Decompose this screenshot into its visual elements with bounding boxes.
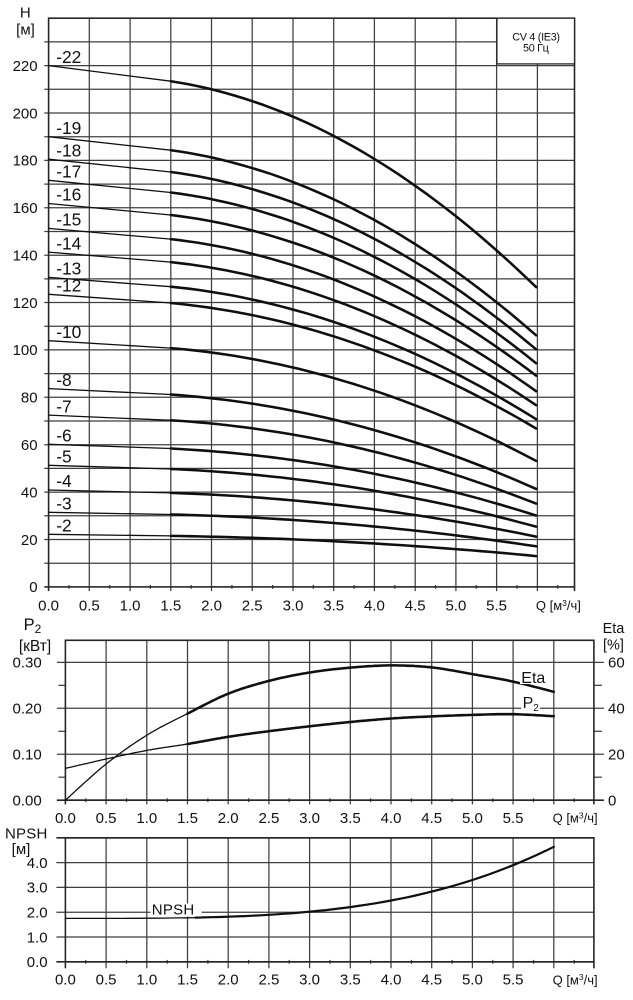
svg-text:180: 180 <box>13 153 38 170</box>
svg-text:3.0: 3.0 <box>27 880 48 897</box>
svg-text:220: 220 <box>13 58 38 75</box>
svg-text:-2: -2 <box>56 516 71 536</box>
svg-text:0.5: 0.5 <box>79 597 100 614</box>
svg-text:2.5: 2.5 <box>258 810 279 827</box>
svg-text:2.0: 2.0 <box>218 810 239 827</box>
svg-text:120: 120 <box>13 295 38 312</box>
svg-text:0.5: 0.5 <box>96 810 117 827</box>
svg-text:160: 160 <box>13 200 38 217</box>
svg-text:-13: -13 <box>56 259 81 279</box>
svg-text:1.0: 1.0 <box>136 810 157 827</box>
svg-text:-10: -10 <box>56 322 81 342</box>
svg-text:0.5: 0.5 <box>96 972 117 989</box>
svg-text:Q [м3/ч]: Q [м3/ч] <box>536 598 581 613</box>
svg-text:3.0: 3.0 <box>299 810 320 827</box>
svg-text:-17: -17 <box>56 162 81 182</box>
svg-text:5.0: 5.0 <box>462 972 483 989</box>
svg-text:-19: -19 <box>56 118 81 138</box>
svg-text:NPSH: NPSH <box>5 826 47 843</box>
svg-text:1.0: 1.0 <box>136 972 157 989</box>
svg-text:3.5: 3.5 <box>323 597 344 614</box>
svg-text:1.5: 1.5 <box>177 810 198 827</box>
svg-text:0: 0 <box>29 579 37 596</box>
svg-text:NPSH: NPSH <box>152 901 195 918</box>
svg-text:2.0: 2.0 <box>27 905 48 922</box>
svg-text:1.5: 1.5 <box>177 972 198 989</box>
svg-text:Eta: Eta <box>603 621 626 637</box>
svg-text:4.0: 4.0 <box>27 855 48 872</box>
svg-text:[м]: [м] <box>16 22 35 39</box>
svg-text:0.10: 0.10 <box>12 747 41 764</box>
svg-text:1.0: 1.0 <box>27 929 48 946</box>
svg-text:[кВт]: [кВт] <box>19 638 51 655</box>
svg-text:-6: -6 <box>56 426 71 446</box>
svg-text:40: 40 <box>608 701 625 718</box>
svg-text:0.0: 0.0 <box>27 954 48 971</box>
svg-text:4.0: 4.0 <box>381 810 402 827</box>
svg-text:H: H <box>20 5 31 22</box>
svg-text:100: 100 <box>13 342 38 359</box>
svg-text:-18: -18 <box>56 140 81 160</box>
svg-text:60: 60 <box>608 655 625 672</box>
svg-text:[%]: [%] <box>603 638 624 654</box>
svg-text:[м]: [м] <box>12 841 31 858</box>
svg-text:3.0: 3.0 <box>299 972 320 989</box>
svg-text:3.5: 3.5 <box>340 972 361 989</box>
svg-text:-3: -3 <box>56 494 71 514</box>
svg-text:0.0: 0.0 <box>38 597 59 614</box>
svg-text:5.0: 5.0 <box>462 810 483 827</box>
svg-text:Eta: Eta <box>521 670 545 687</box>
svg-text:-14: -14 <box>56 233 81 253</box>
svg-text:2.0: 2.0 <box>201 597 222 614</box>
svg-text:-22: -22 <box>56 47 81 67</box>
svg-text:60: 60 <box>21 437 38 454</box>
svg-text:200: 200 <box>13 105 38 122</box>
svg-text:4.5: 4.5 <box>405 597 426 614</box>
svg-text:1.5: 1.5 <box>160 597 181 614</box>
svg-text:2.0: 2.0 <box>218 972 239 989</box>
svg-text:20: 20 <box>608 747 625 764</box>
svg-text:CV 4 (IE3): CV 4 (IE3) <box>512 32 559 44</box>
svg-text:0: 0 <box>608 793 616 810</box>
svg-text:80: 80 <box>21 390 38 407</box>
svg-text:4.0: 4.0 <box>364 597 385 614</box>
svg-text:Q [м3/ч]: Q [м3/ч] <box>553 810 598 825</box>
svg-text:0.30: 0.30 <box>12 655 41 672</box>
svg-text:4.5: 4.5 <box>421 972 442 989</box>
svg-text:-5: -5 <box>56 447 71 467</box>
svg-text:Q [м3/ч]: Q [м3/ч] <box>553 972 598 987</box>
svg-text:5.5: 5.5 <box>503 810 524 827</box>
svg-text:4.5: 4.5 <box>421 810 442 827</box>
svg-text:20: 20 <box>21 532 38 549</box>
svg-text:-12: -12 <box>56 276 81 296</box>
svg-text:50 Гц: 50 Гц <box>523 43 549 55</box>
svg-text:5.0: 5.0 <box>445 597 466 614</box>
svg-text:0.00: 0.00 <box>12 793 41 810</box>
svg-text:2.5: 2.5 <box>258 972 279 989</box>
svg-text:-4: -4 <box>56 471 72 491</box>
svg-text:4.0: 4.0 <box>381 972 402 989</box>
svg-text:40: 40 <box>21 484 38 501</box>
svg-text:5.5: 5.5 <box>486 597 507 614</box>
svg-text:2.5: 2.5 <box>242 597 263 614</box>
svg-text:140: 140 <box>13 248 38 265</box>
svg-text:1.0: 1.0 <box>120 597 141 614</box>
svg-text:-15: -15 <box>56 210 81 230</box>
svg-text:0.20: 0.20 <box>12 701 41 718</box>
svg-text:-8: -8 <box>56 370 71 390</box>
svg-text:0.0: 0.0 <box>55 810 76 827</box>
svg-text:3.5: 3.5 <box>340 810 361 827</box>
svg-text:-7: -7 <box>56 396 71 416</box>
svg-text:-16: -16 <box>56 185 81 205</box>
svg-text:3.0: 3.0 <box>283 597 304 614</box>
svg-text:0.0: 0.0 <box>55 972 76 989</box>
svg-text:5.5: 5.5 <box>503 972 524 989</box>
